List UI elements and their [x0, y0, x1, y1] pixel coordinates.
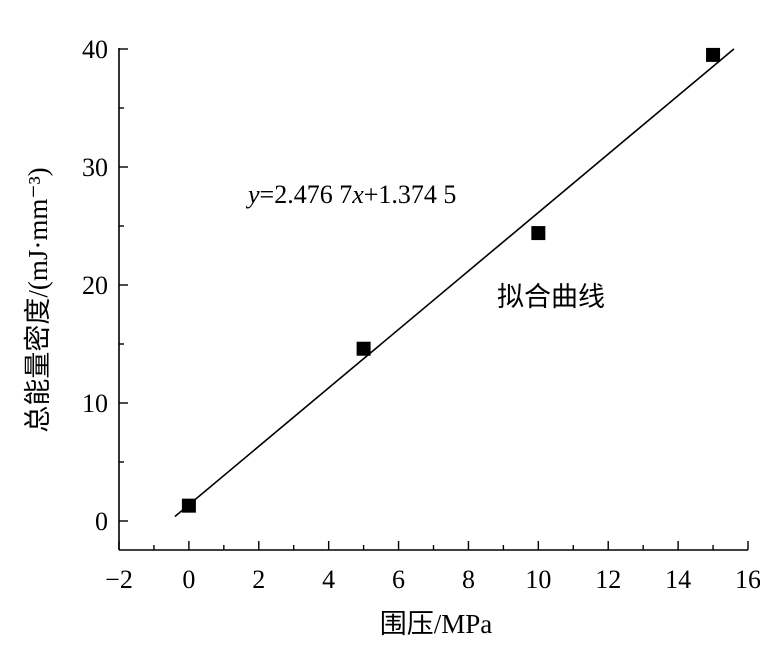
x-axis-label: 围压/MPa [380, 609, 493, 639]
tick-labels: −2 0 2 4 6 8 10 12 14 16 0 10 20 30 40 [82, 35, 760, 594]
x-tick-label: 14 [665, 565, 691, 594]
y-tick-label: 30 [82, 153, 108, 182]
fit-line-group [174, 48, 735, 518]
y-tick-label: 40 [82, 35, 108, 64]
ticks [118, 48, 749, 550]
data-point [531, 226, 546, 241]
x-tick-label: −2 [105, 565, 133, 594]
fit-curve-label: 拟合曲线 [497, 282, 605, 313]
data-point [356, 341, 371, 356]
fit-line [174, 48, 735, 518]
fit-equation-x: x [351, 180, 364, 209]
y-tick-label: 0 [95, 507, 108, 536]
axes [118, 48, 748, 551]
y-tick-label: 20 [82, 271, 108, 300]
x-tick-label: 4 [322, 565, 335, 594]
x-tick-label: 6 [392, 565, 405, 594]
fit-equation-part2: +1.374 5 [364, 180, 457, 209]
x-tick-label: 10 [525, 565, 551, 594]
y-axis-label: 总能量密度/(mJ·mm⁻³) [23, 167, 53, 432]
fit-equation-y: y [245, 180, 260, 209]
x-tick-label: 8 [462, 565, 475, 594]
x-tick-label: 12 [595, 565, 621, 594]
y-tick-label: 10 [82, 389, 108, 418]
fit-equation-part1: =2.476 7 [260, 180, 353, 209]
x-tick-label: 0 [182, 565, 195, 594]
data-point [181, 498, 196, 513]
fit-equation: y=2.476 7x+1.374 5 [245, 180, 456, 209]
data-markers [181, 47, 721, 513]
x-tick-label: 16 [735, 565, 760, 594]
data-point [706, 47, 721, 62]
x-tick-label: 2 [252, 565, 265, 594]
